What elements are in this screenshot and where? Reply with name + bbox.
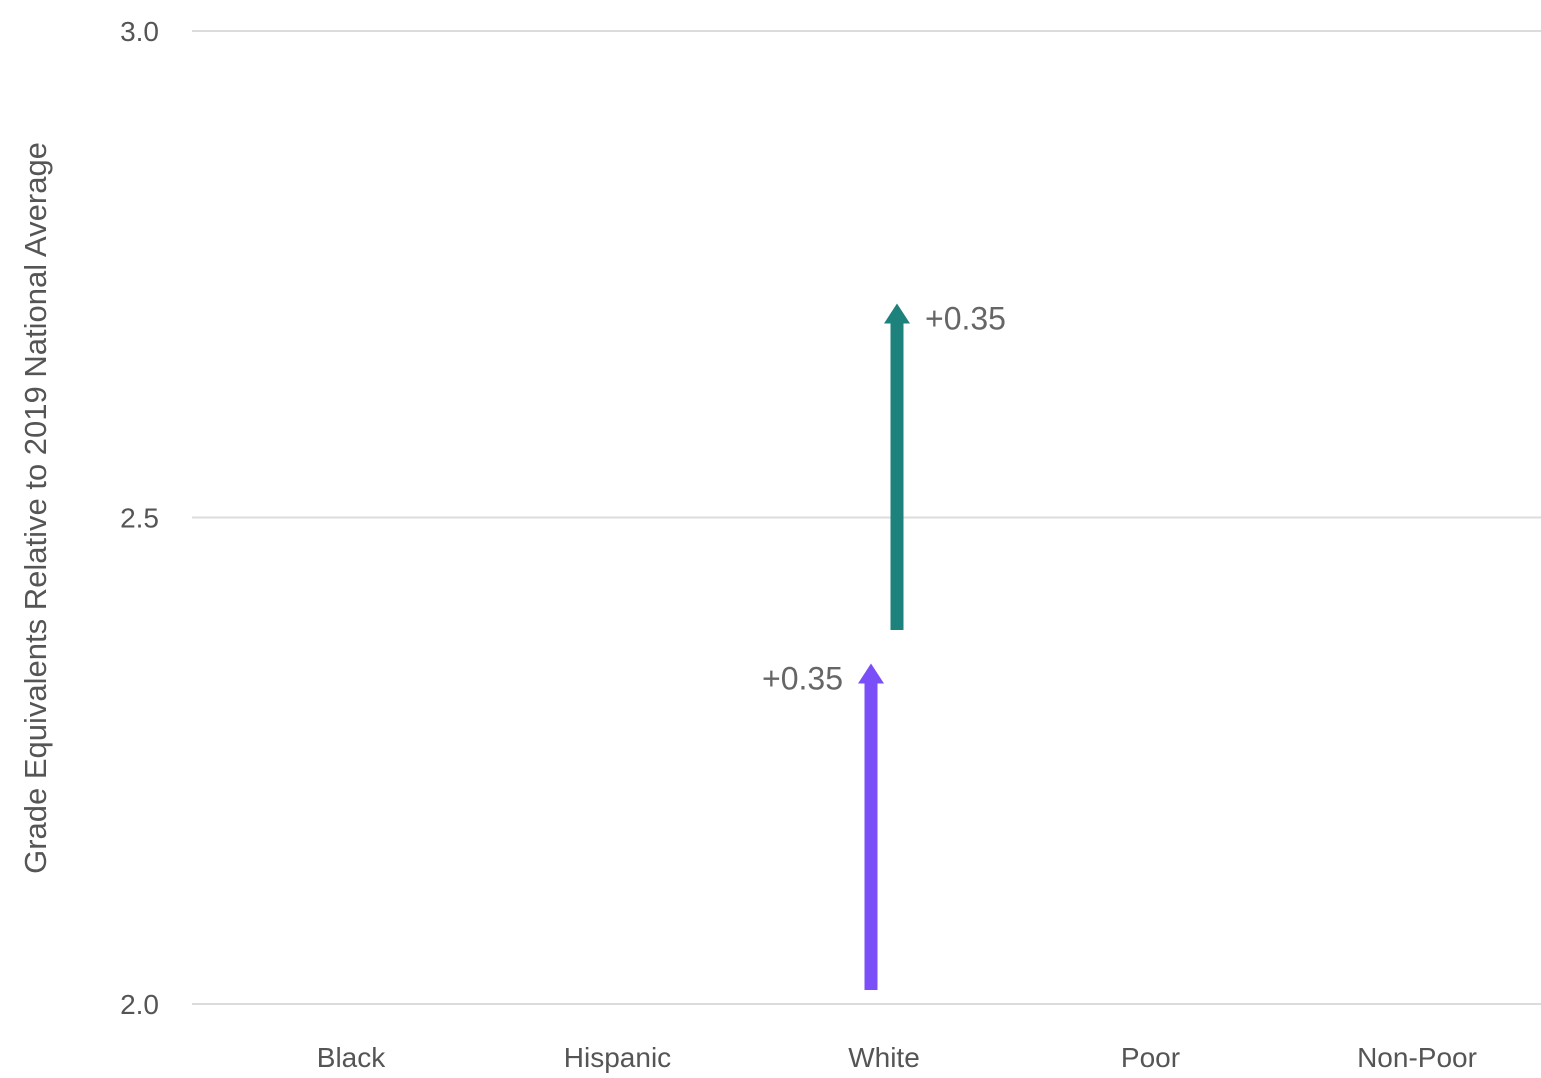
y-axis-title: Grade Equivalents Relative to 2019 Natio…	[18, 142, 53, 874]
arrow-head	[858, 663, 884, 684]
y-tick-label: 2.0	[120, 989, 159, 1020]
category-labels: Black Hispanic White Poor Non-Poor	[317, 1042, 1477, 1073]
x-category-label: Poor	[1121, 1042, 1180, 1073]
gridlines	[192, 30, 1541, 1005]
arrow-label: +0.35	[925, 300, 1006, 336]
arrow-head	[884, 303, 910, 324]
arrows: +0.35 +0.35	[762, 300, 1006, 990]
arrow-label: +0.35	[762, 660, 843, 696]
arrow-shaft	[890, 321, 904, 630]
x-category-label: Black	[317, 1042, 386, 1073]
arrow-shaft	[864, 681, 878, 990]
x-category-label: White	[848, 1042, 920, 1073]
y-tick-labels: 2.0 2.5 3.0	[120, 16, 159, 1020]
arrow-mark: +0.35	[884, 300, 1006, 630]
y-tick-label: 2.5	[120, 503, 159, 534]
x-category-label: Non-Poor	[1357, 1042, 1477, 1073]
x-category-label: Hispanic	[564, 1042, 671, 1073]
arrow-mark: +0.35	[762, 660, 884, 990]
y-tick-label: 3.0	[120, 16, 159, 47]
